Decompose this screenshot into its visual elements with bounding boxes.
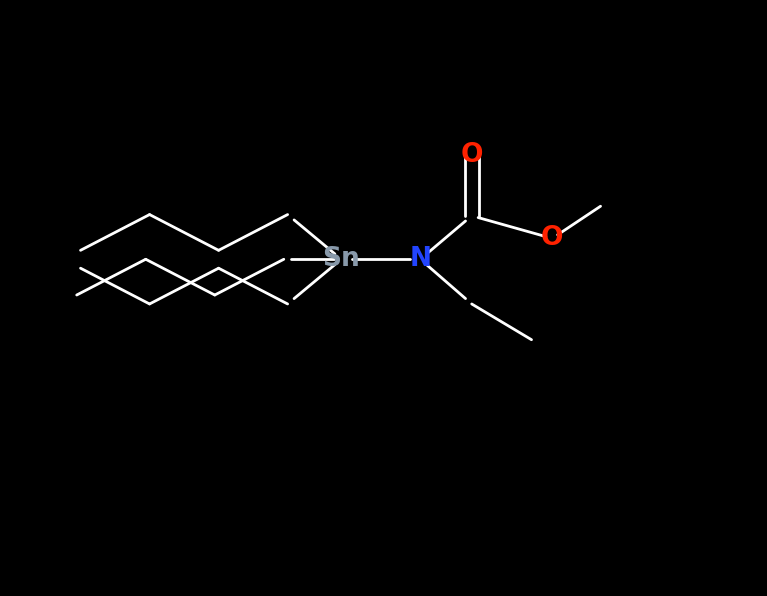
Text: O: O bbox=[541, 225, 564, 252]
Text: Sn: Sn bbox=[322, 246, 360, 272]
Text: N: N bbox=[410, 246, 431, 272]
Text: O: O bbox=[460, 142, 483, 168]
